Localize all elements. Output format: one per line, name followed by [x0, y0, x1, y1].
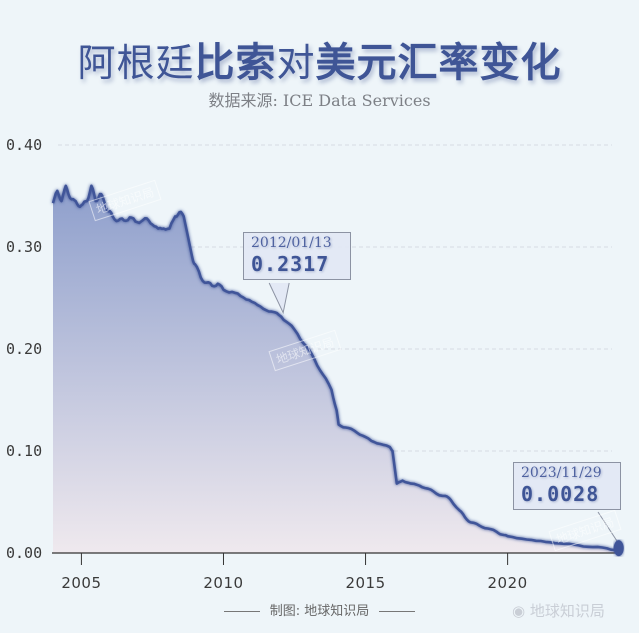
wechat-icon: ◉ [512, 602, 526, 620]
title-part: 美元汇率变化 [315, 40, 562, 86]
data-source-subtitle: 数据来源: ICE Data Services [208, 91, 431, 110]
callout-2023: 2023/11/29 0.0028 [513, 462, 621, 510]
callout-pointer [268, 282, 290, 315]
exchange-rate-line [51, 184, 619, 552]
x-tick-label: 2020 [488, 574, 528, 592]
y-tick-label: 0.20 [6, 340, 42, 358]
credit-line: 制图: 地球知识局 [0, 600, 639, 619]
x-axis: 2005 2010 2015 2020 [61, 553, 527, 592]
chart-title: 阿根廷比索对美元汇率变化 [0, 30, 639, 88]
title-part: 阿根廷 [77, 41, 195, 85]
callout-date: 2023/11/29 [521, 465, 602, 481]
end-point-marker [613, 540, 624, 557]
y-tick-label: 0.30 [6, 238, 42, 256]
divider [223, 611, 260, 612]
title-part: 比索 [194, 40, 277, 86]
callout-value: 0.2317 [251, 252, 330, 276]
wechat-account-name: 地球知识局 [529, 602, 605, 620]
x-tick-label: 2005 [61, 574, 101, 592]
area-fill [53, 185, 619, 554]
callout-pointer [597, 511, 619, 543]
credit-text: 制图: 地球知识局 [269, 604, 370, 619]
divider [379, 611, 416, 612]
x-tick-label: 2010 [203, 574, 243, 592]
wechat-watermark: ◉ 地球知识局 [512, 600, 605, 621]
x-tick-label: 2015 [345, 574, 385, 592]
title-part: 对 [276, 41, 316, 85]
callout-value: 0.0028 [521, 482, 600, 506]
callout-2012: 2012/01/13 0.2317 [243, 232, 351, 280]
y-axis: 0.00 0.10 0.20 0.30 0.40 [6, 136, 42, 562]
y-tick-label: 0.00 [6, 544, 42, 562]
callout-date: 2012/01/13 [251, 235, 332, 251]
y-tick-label: 0.40 [6, 136, 42, 154]
y-tick-label: 0.10 [6, 442, 42, 460]
